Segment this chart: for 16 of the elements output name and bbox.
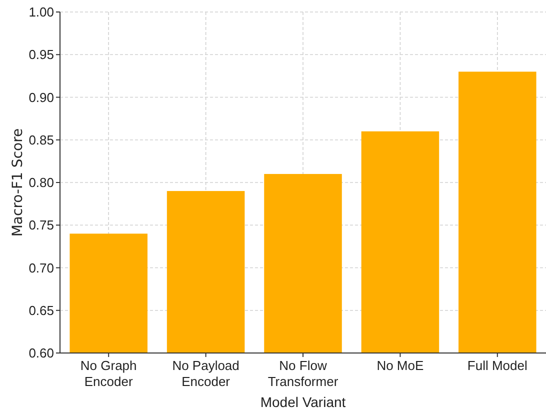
y-tick-label: 0.95 — [28, 47, 54, 62]
y-tick-label: 0.80 — [28, 175, 54, 190]
y-tick-label: 0.70 — [28, 260, 54, 276]
x-tick-label: No MoE — [376, 358, 424, 373]
y-tick-label: 0.90 — [28, 90, 54, 105]
y-tick-label: 0.85 — [28, 132, 54, 148]
x-tick-label: No Graph Encoder — [80, 358, 137, 389]
x-tick-label: Full Model — [467, 358, 528, 373]
y-tick-label: 1.00 — [28, 4, 54, 20]
y-tick-label: 0.75 — [28, 218, 54, 233]
x-tick-label: No Payload Encoder — [172, 358, 240, 389]
x-tick-label: No Flow Transformer — [268, 358, 339, 389]
x-axis-title: Model Variant — [260, 394, 346, 410]
y-tick-label: 0.65 — [28, 302, 54, 318]
y-tick-label: 0.60 — [28, 346, 54, 361]
y-axis-title: Macro-F1 Score — [10, 128, 26, 237]
